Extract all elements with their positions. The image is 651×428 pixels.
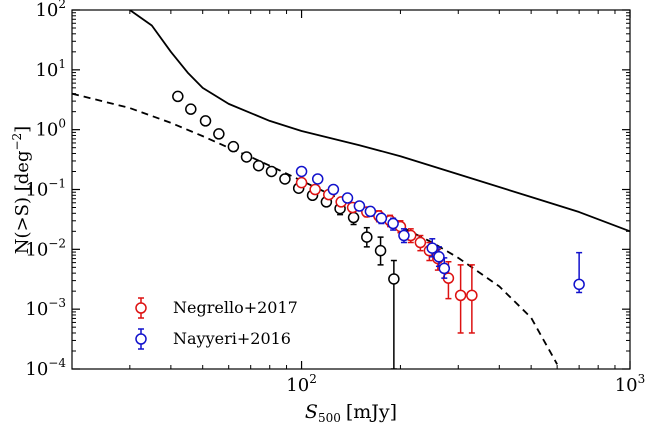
plot-area bbox=[72, 10, 630, 369]
x-axis-label: S500 [mJy] bbox=[305, 401, 397, 425]
point-nayyeri-2 bbox=[327, 183, 340, 196]
point-nayyeri-11 bbox=[438, 262, 451, 275]
legend-entry-nayyeri: Nayyeri+2016 bbox=[135, 328, 291, 350]
y-axis-label: N(>S) [deg−2] bbox=[10, 126, 33, 254]
y-tick-label-exp-0: −4 bbox=[48, 356, 66, 370]
y-tick-label-base-2: 10 bbox=[25, 239, 48, 260]
point-nayyeri-1 bbox=[311, 173, 324, 185]
x-tick-label-base-0: 10 bbox=[286, 375, 309, 396]
point-black_points-2 bbox=[199, 115, 212, 127]
point-black_points-0 bbox=[172, 90, 184, 103]
legend-nayyeri-marker bbox=[135, 333, 147, 345]
point-nayyeri-5 bbox=[364, 205, 377, 218]
point-black_points-4 bbox=[227, 140, 240, 153]
y-tick-label-base-5: 10 bbox=[35, 60, 58, 81]
point-black_points-15 bbox=[374, 244, 387, 257]
y-tick-label-base-4: 10 bbox=[35, 120, 58, 141]
point-nayyeri-7 bbox=[387, 217, 399, 230]
point-negrello-1 bbox=[309, 183, 321, 196]
y-axis-label-sup: −2 bbox=[10, 133, 24, 151]
y-tick-label-6: 102 bbox=[35, 0, 66, 21]
point-nayyeri-4 bbox=[353, 200, 366, 212]
x-tick-label-base-1: 10 bbox=[615, 375, 638, 396]
y-tick-label-exp-1: −3 bbox=[48, 296, 66, 310]
point-nayyeri-6 bbox=[375, 212, 388, 225]
point-nayyeri-10 bbox=[433, 251, 445, 263]
point-nayyeri-12 bbox=[573, 278, 585, 291]
x-tick-label-0: 102 bbox=[286, 372, 317, 396]
x-tick-label-exp-1: 3 bbox=[638, 372, 646, 386]
y-tick-label-exp-3: −1 bbox=[48, 177, 66, 191]
x-axis-label-base: S bbox=[305, 401, 318, 423]
x-axis-label-sub: 500 bbox=[318, 411, 341, 425]
y-tick-label-base-0: 10 bbox=[25, 359, 48, 380]
point-black_points-8 bbox=[279, 173, 291, 185]
y-tick-label-exp-4: 0 bbox=[58, 117, 66, 131]
y-axis-label-close: ] bbox=[12, 126, 33, 133]
legend-negrello-label: Negrello+2017 bbox=[173, 298, 298, 317]
point-nayyeri-0 bbox=[295, 165, 308, 178]
point-black_points-5 bbox=[240, 151, 253, 163]
point-black_points-13 bbox=[347, 211, 360, 224]
legend-entry-negrello: Negrello+2017 bbox=[135, 297, 298, 319]
line-dashed_model bbox=[72, 92, 558, 365]
y-axis-label-text: N(>S) [deg bbox=[12, 151, 33, 255]
point-negrello-0 bbox=[295, 176, 308, 189]
line-solid_model bbox=[129, 10, 630, 233]
point-black_points-1 bbox=[185, 103, 197, 115]
x-axis-ticks: 102 103 bbox=[129, 10, 646, 396]
point-negrello-10 bbox=[414, 236, 427, 249]
y-tick-label-base-1: 10 bbox=[25, 299, 48, 320]
x-axis-label-unit: [mJy] bbox=[346, 401, 397, 423]
plot-frame bbox=[71, 9, 631, 370]
legend: Negrello+2017 Nayyeri+2016 bbox=[135, 297, 298, 350]
point-black_points-14 bbox=[361, 231, 373, 243]
point-nayyeri-9 bbox=[426, 242, 439, 254]
point-negrello-14 bbox=[454, 289, 467, 302]
y-tick-label-4: 100 bbox=[35, 117, 66, 141]
y-tick-label-2: 10−2 bbox=[25, 236, 66, 260]
point-black_points-16 bbox=[388, 273, 400, 285]
y-tick-label-exp-2: −2 bbox=[48, 236, 66, 250]
x-tick-label-1: 103 bbox=[615, 372, 646, 396]
y-tick-label-exp-6: 2 bbox=[58, 0, 66, 11]
point-black_points-3 bbox=[213, 128, 225, 140]
y-tick-label-base-3: 10 bbox=[25, 180, 48, 201]
point-nayyeri-3 bbox=[341, 192, 354, 204]
y-tick-label-exp-5: 1 bbox=[58, 57, 66, 71]
point-black_points-6 bbox=[252, 159, 265, 172]
y-tick-label-base-6: 10 bbox=[35, 0, 58, 21]
point-nayyeri-8 bbox=[398, 229, 410, 242]
y-tick-label-3: 10−1 bbox=[25, 177, 66, 201]
x-tick-label-exp-0: 2 bbox=[309, 372, 317, 386]
point-negrello-15 bbox=[466, 289, 478, 302]
legend-nayyeri-label: Nayyeri+2016 bbox=[173, 329, 291, 348]
legend-negrello-marker bbox=[135, 302, 147, 314]
point-black_points-7 bbox=[265, 165, 278, 178]
y-tick-label-5: 101 bbox=[35, 57, 66, 81]
y-tick-label-1: 10−3 bbox=[25, 296, 66, 320]
y-tick-label-0: 10−4 bbox=[25, 356, 66, 380]
